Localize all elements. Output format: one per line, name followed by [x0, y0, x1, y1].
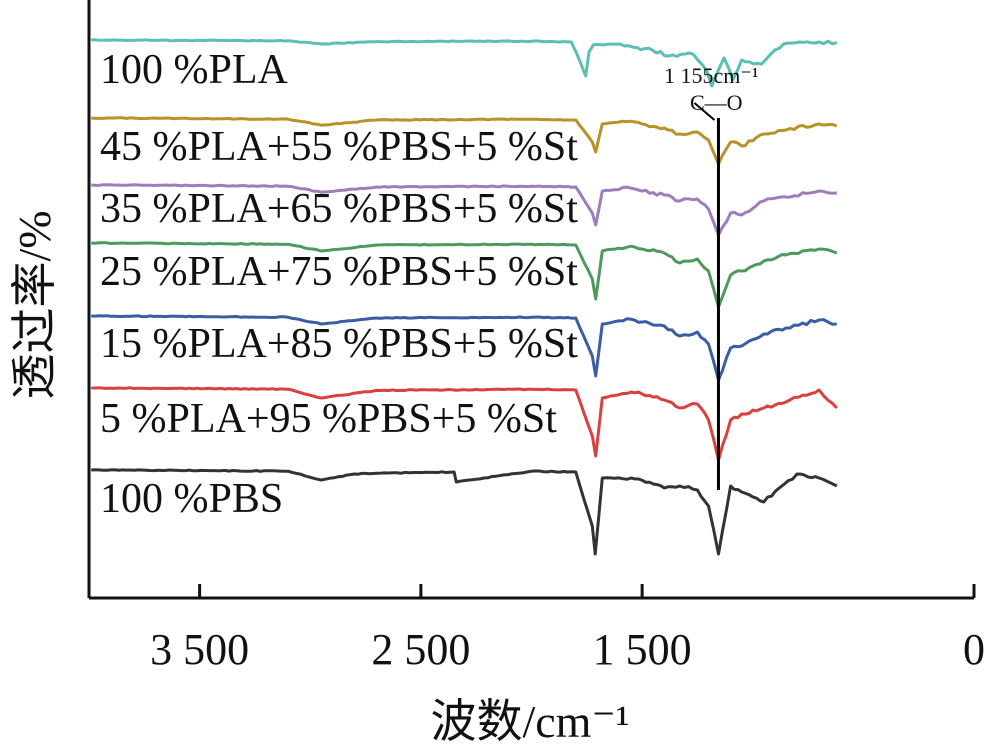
- y-axis-title: 透过率/%: [9, 210, 60, 399]
- peak-annotation: 1 155cm⁻¹ C—O: [664, 63, 759, 490]
- annotation-leader-line: [693, 102, 716, 121]
- x-tick-label-2500: 2 500: [371, 625, 470, 674]
- chart-axes: [87, 0, 974, 600]
- series-label-100-pbs: 100 %PBS: [100, 476, 283, 522]
- series-label-100-pla: 100 %PLA: [100, 47, 289, 93]
- series-label-25-pla-75-pbs-5-st: 25 %PLA+75 %PBS+5 %St: [100, 249, 578, 295]
- series-line-100-pbs: [91, 468, 838, 556]
- series-label-15-pla-85-pbs-5-st: 15 %PLA+85 %PBS+5 %St: [100, 321, 578, 367]
- x-axis-title: 波数/cm⁻¹: [430, 696, 629, 747]
- series-line-5-pla-95-pbs-5-st: [91, 386, 838, 462]
- series-label-5-pla-95-pbs-5-st: 5 %PLA+95 %PBS+5 %St: [100, 396, 557, 442]
- x-ticks: 3 500 2 500 1 500 0: [150, 584, 984, 674]
- series-line-100-pla: [91, 38, 838, 88]
- annotation-bond: C—O: [690, 90, 743, 115]
- series-line-25-pla-75-pbs-5-st: [91, 241, 838, 309]
- annotation-wavenumber: 1 155cm⁻¹: [664, 63, 759, 88]
- x-tick-label-3500: 3 500: [150, 625, 249, 674]
- x-tick-label-1500: 1 500: [593, 625, 692, 674]
- series-line-35-pla-65-pbs-5-st: [91, 183, 837, 237]
- series-label-45-pla-55-pbs-5-st: 45 %PLA+55 %PBS+5 %St: [100, 124, 578, 170]
- series-line-45-pla-55-pbs-5-st: [91, 116, 838, 166]
- series-label-35-pla-65-pbs-5-st: 35 %PLA+65 %PBS+5 %St: [100, 186, 578, 232]
- x-tick-label-0: 0: [963, 625, 984, 674]
- series-line-15-pla-85-pbs-5-st: [91, 314, 837, 382]
- spectra-series: 100 %PLA 45 %PLA+55 %PBS+5 %St 35 %PLA+65 …: [91, 38, 838, 556]
